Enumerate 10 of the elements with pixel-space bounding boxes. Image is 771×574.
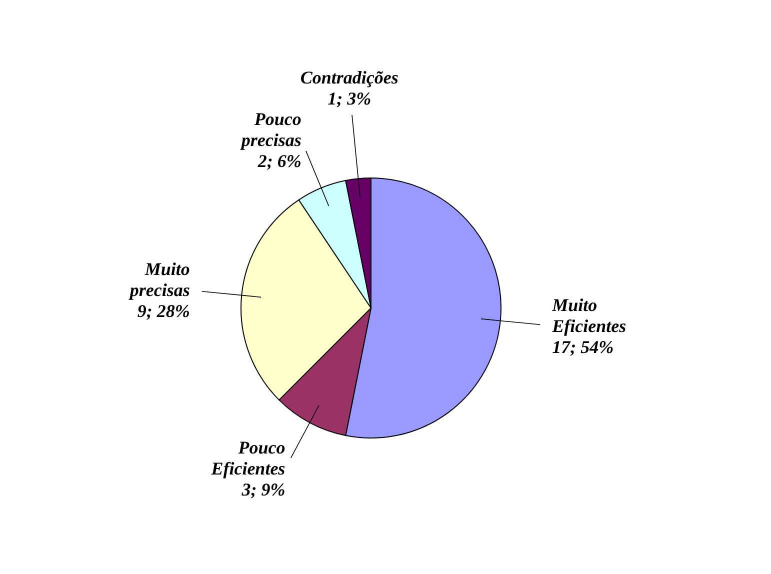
slice-label: Muito Eficientes bbox=[551, 294, 626, 336]
data-label: 1; 3% bbox=[328, 88, 372, 109]
data-label: 9; 28% bbox=[137, 301, 190, 322]
data-label: 3; 9% bbox=[240, 480, 286, 500]
slice-label: Contradições bbox=[300, 68, 398, 88]
slice-label: Muito precisas bbox=[128, 259, 190, 300]
data-label: 17; 54% bbox=[552, 336, 614, 357]
data-label: 2; 6% bbox=[256, 150, 302, 171]
slice-label: Pouco precisas bbox=[239, 108, 302, 150]
slice-label: Pouco Eficientes bbox=[210, 438, 286, 479]
